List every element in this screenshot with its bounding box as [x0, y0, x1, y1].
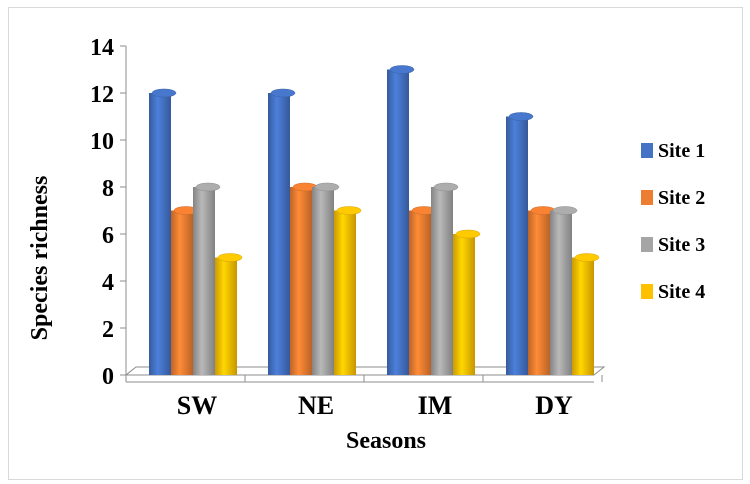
bar-site-3-dy [550, 206, 578, 375]
y-tick-label: 10 [90, 129, 114, 155]
x-tick-labels: SW NE IM DY [177, 391, 573, 420]
bar-site-2-ne [290, 182, 318, 375]
bar-site-1-im [387, 65, 415, 375]
bar-site-3-ne [312, 182, 340, 375]
legend-item: Site 4 [641, 281, 705, 303]
y-tick-label: 8 [102, 176, 114, 202]
x-axis-title: Seasons [346, 428, 426, 454]
y-tick-labels: 0 2 4 6 8 10 12 14 [90, 35, 114, 390]
y-tick-label: 0 [102, 364, 114, 390]
legend-swatch [641, 284, 653, 299]
bar-site-4-ne [334, 206, 362, 375]
x-tick-label: NE [298, 391, 334, 420]
bar-site-1-ne [268, 88, 296, 375]
y-tick-label: 6 [102, 223, 114, 249]
legend-swatch [641, 143, 653, 158]
y-tick-label: 4 [102, 270, 114, 296]
bar-site-2-dy [528, 206, 556, 375]
bar-site-2-sw [171, 206, 199, 375]
bar-site-1-sw [149, 88, 177, 375]
bar-site-4-sw [215, 253, 243, 375]
legend-label: Site 2 [658, 187, 705, 209]
legend-swatch [641, 237, 653, 252]
legend-swatch [641, 190, 653, 205]
y-tick-label: 14 [90, 35, 114, 61]
chart-border [8, 7, 743, 480]
x-tick-label: SW [177, 391, 217, 420]
bar-site-3-sw [193, 182, 221, 375]
legend-label: Site 4 [658, 281, 705, 303]
bar-site-4-dy [572, 253, 600, 375]
legend-item: Site 2 [641, 187, 705, 209]
y-tick-label: 2 [102, 317, 114, 343]
x-tick-label: IM [418, 391, 453, 420]
bar-site-1-dy [506, 112, 534, 375]
bars [149, 65, 600, 375]
legend-label: Site 3 [658, 234, 705, 256]
legend-label: Site 1 [658, 140, 705, 162]
x-tick-label: DY [535, 391, 573, 420]
bar-site-4-im [453, 229, 481, 375]
bar-site-3-im [431, 182, 459, 375]
y-tick-label: 12 [90, 82, 114, 108]
legend-item: Site 1 [641, 140, 705, 162]
legend-item: Site 3 [641, 234, 705, 256]
legend: Site 1 Site 2 Site 3 Site 4 [641, 140, 705, 303]
y-axis-title: Species richness [27, 176, 53, 341]
bar-site-2-im [409, 206, 437, 375]
